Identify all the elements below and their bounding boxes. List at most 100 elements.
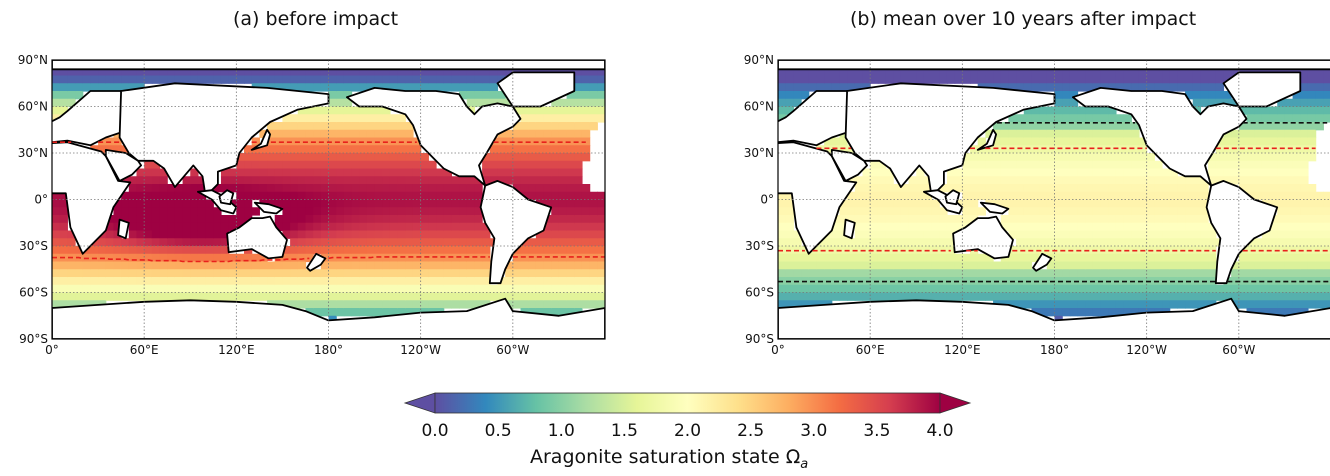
field-cell [816,292,825,301]
field-cell [159,67,168,77]
field-cell [397,153,406,162]
field-cell [1008,176,1017,185]
field-cell [128,261,138,270]
field-cell [351,199,360,208]
field-cell [121,75,130,84]
field-cell [290,168,299,177]
field-cell [581,230,591,239]
field-cell [1315,98,1324,108]
field-cell [1131,284,1140,294]
field-cell [1131,207,1140,216]
field-cell [993,129,1002,139]
field-cell [267,129,276,139]
field-cell [543,137,552,146]
field-cell [1162,269,1171,278]
field-cell [328,261,337,270]
field-cell [1292,199,1301,208]
field-cell [831,253,841,263]
field-cell [1307,129,1317,139]
field-cell [428,300,437,309]
field-cell [389,114,399,123]
field-cell [428,184,437,193]
field-cell [436,277,445,286]
field-cell [382,153,391,162]
field-cell [59,215,68,224]
field-cell [900,75,910,84]
field-cell [1000,83,1010,92]
field-cell [1039,207,1048,216]
field-cell [908,67,917,77]
field-cell [1062,308,1071,317]
field-cell [862,238,871,247]
field-cell [328,176,337,185]
field-cell [1092,160,1102,170]
field-cell [1046,191,1056,201]
field-cell [274,284,284,294]
field-cell [420,207,429,216]
field-cell [1077,207,1086,216]
field-cell [1069,207,1079,216]
field-cell [862,269,871,278]
field-cell [113,261,122,270]
field-cell [167,277,176,286]
field-cell [459,261,468,270]
field-cell [528,308,537,317]
field-cell [801,292,810,301]
field-cell [1100,292,1109,301]
field-cell [412,207,422,216]
field-cell [1054,114,1063,123]
field-cell [466,284,476,294]
field-cell [1277,261,1286,270]
field-cell [412,269,422,278]
field-cell [443,300,452,309]
field-cell [105,75,115,84]
field-cell [290,269,299,278]
field-cell [566,238,575,247]
contour-lines-after [778,122,1330,283]
field-cell [1307,215,1317,224]
field-cell [808,300,817,309]
field-cell [144,207,153,216]
field-cell [197,230,207,239]
field-cell [1085,246,1094,255]
field-cell [946,277,956,286]
field-cell [382,168,391,177]
field-cell [1238,106,1248,115]
field-cell [474,83,483,92]
field-cell [589,114,598,123]
field-cell [908,184,917,193]
field-cell [474,300,483,309]
field-cell [290,253,299,263]
field-cell [1092,261,1102,270]
field-cell [1254,284,1263,294]
field-cell [459,292,468,301]
field-cell [144,238,153,247]
field-cell [1208,160,1217,170]
field-cell [474,75,483,84]
field-cell [793,67,802,77]
field-cell [1238,253,1248,263]
field-cell [1031,75,1040,84]
field-cell [75,83,84,92]
field-cell [236,215,245,224]
land-madagascar [843,218,856,240]
map-frame [51,59,606,340]
field-cell [1092,277,1102,286]
field-cell [505,269,514,278]
field-cell [824,238,833,247]
field-cell [597,98,605,108]
colorbar-tick-label: 0.0 [421,421,448,441]
field-cell [977,184,986,193]
field-cell [328,207,337,216]
field-cell [1000,222,1010,232]
field-cell [374,261,383,270]
field-cell [1231,269,1240,278]
field-cell [228,284,237,294]
field-cell [351,153,360,162]
field-cell [1108,238,1117,247]
field-cell [366,277,376,286]
field-cell [1100,284,1109,294]
field-cell [297,168,307,177]
field-cell [535,261,545,270]
field-cell [589,284,598,294]
